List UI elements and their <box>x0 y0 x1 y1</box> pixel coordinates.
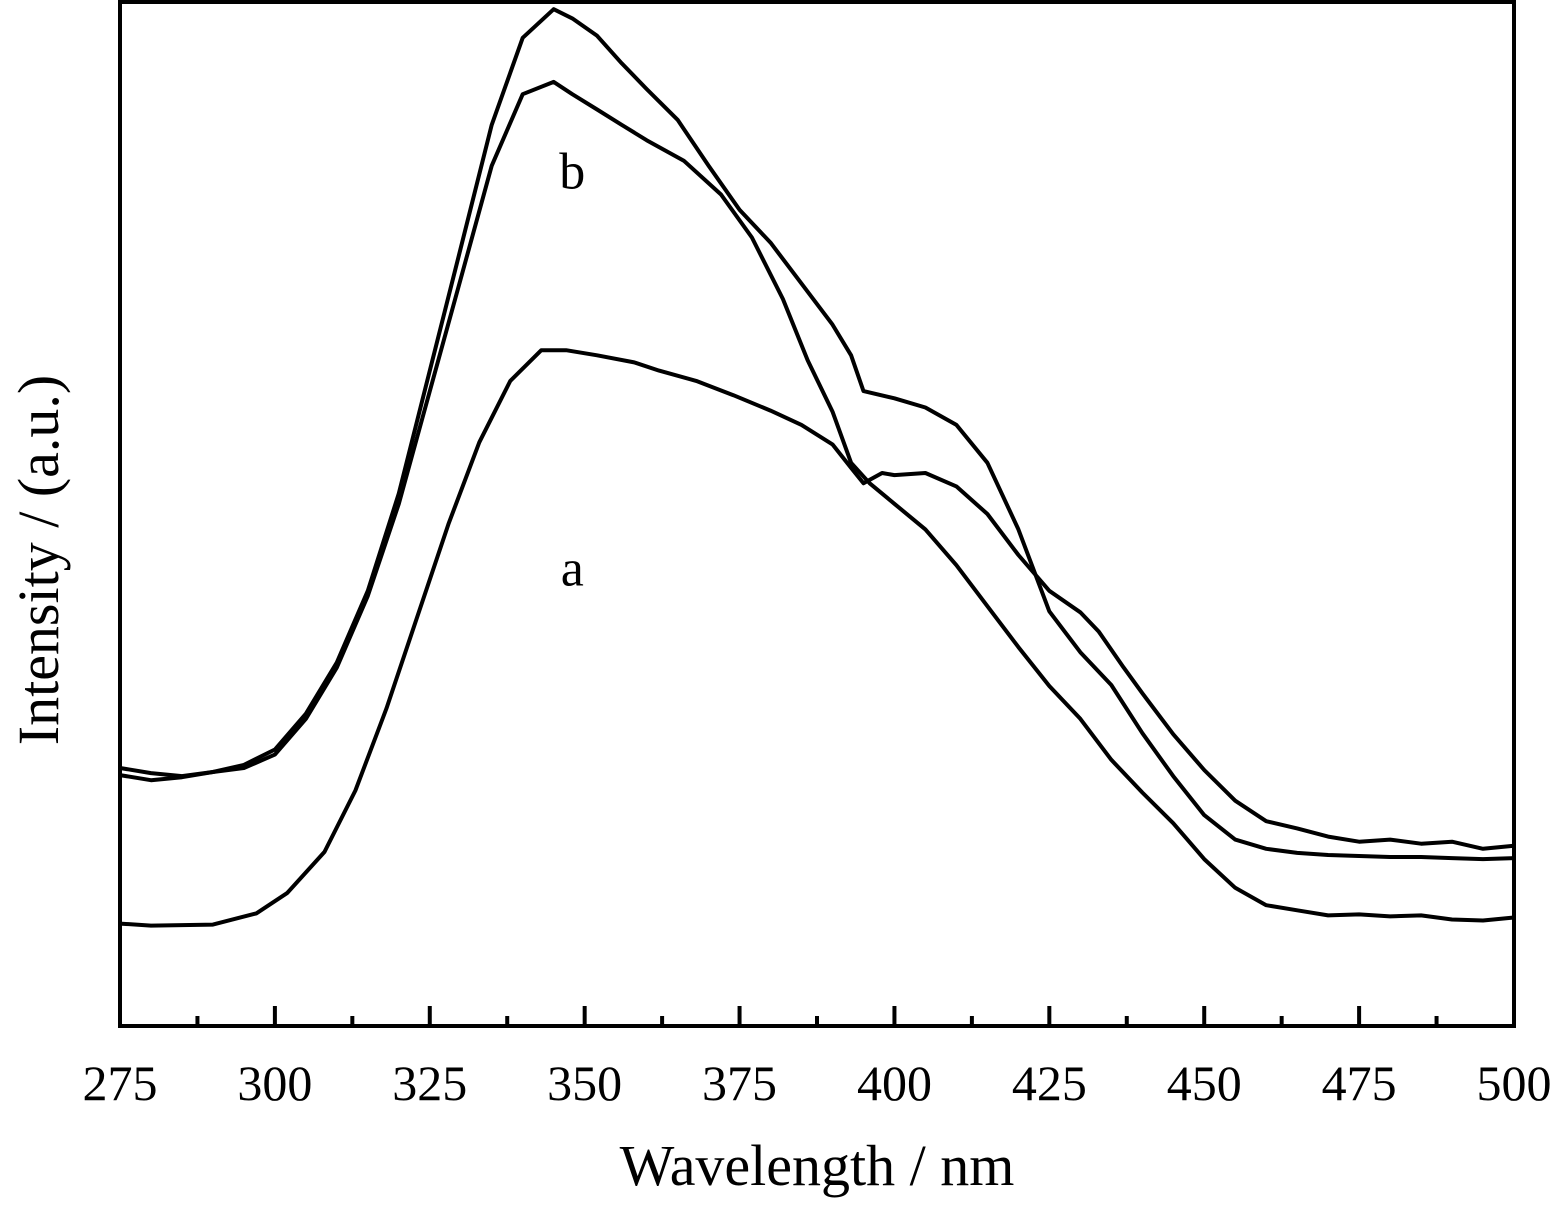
y-axis-title: Intensity / (a.u.) <box>6 375 71 745</box>
x-tick-label: 350 <box>547 1055 622 1111</box>
series-line-b <box>118 79 1516 923</box>
x-axis-title: Wavelength / nm <box>620 1133 1015 1198</box>
x-axis-ticks <box>195 1006 1439 1026</box>
series-labels: abc <box>559 143 585 598</box>
series-line-a <box>118 348 1516 928</box>
x-tick-label: 275 <box>83 1055 158 1111</box>
series-label-a: a <box>561 541 584 598</box>
x-tick-label: 400 <box>857 1055 932 1111</box>
x-tick-label: 475 <box>1322 1055 1397 1111</box>
series-lines <box>118 7 1516 928</box>
x-axis-tick-labels: 275 300 325 350 375 400 425 450 475 500 <box>83 1055 1552 1111</box>
x-tick-label: 500 <box>1477 1055 1552 1111</box>
x-tick-label: 425 <box>1012 1055 1087 1111</box>
x-tick-label: 300 <box>237 1055 312 1111</box>
plot-frame <box>118 0 1516 1028</box>
series-line-c <box>118 7 1516 862</box>
x-tick-label: 375 <box>702 1055 777 1111</box>
series-label-b: b <box>559 143 585 200</box>
x-tick-label: 450 <box>1167 1055 1242 1111</box>
x-tick-label: 325 <box>392 1055 467 1111</box>
